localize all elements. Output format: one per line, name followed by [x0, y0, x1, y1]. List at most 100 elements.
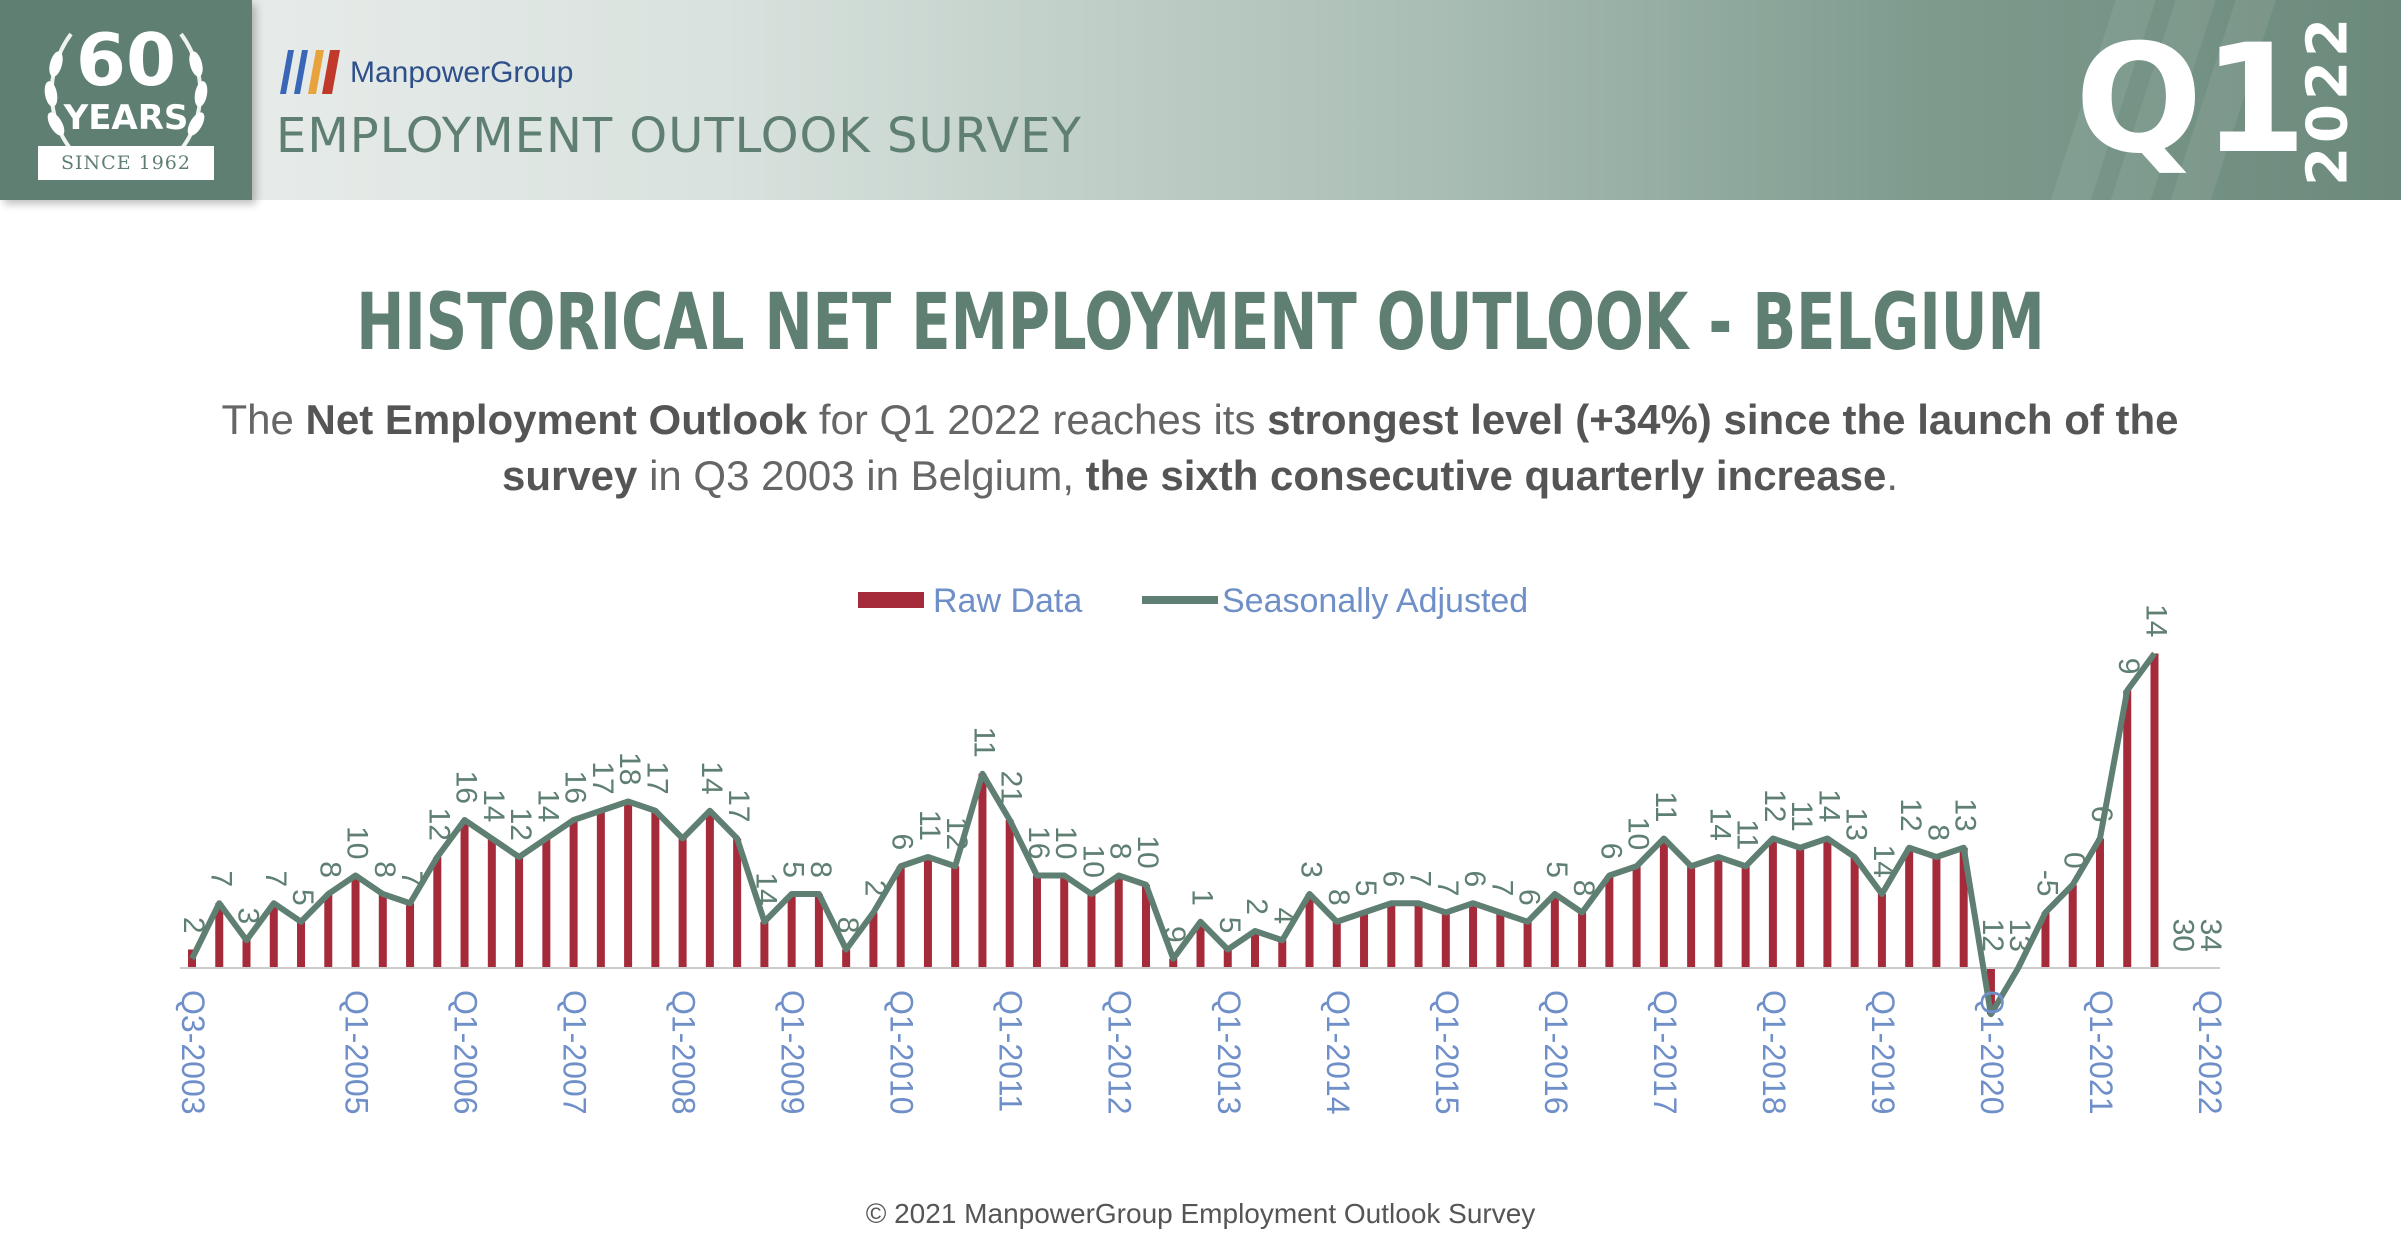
- badge-years: YEARS: [63, 98, 189, 138]
- raw-bar-Q2-2013: [1251, 931, 1260, 968]
- value-label: 11: [1785, 801, 1818, 832]
- raw-bar-Q3-2014: [1387, 903, 1396, 968]
- value-label: 12: [422, 808, 455, 841]
- quarter-label: Q1: [2075, 13, 2307, 187]
- value-label: 14: [531, 789, 564, 822]
- raw-bar-Q3-2021: [2150, 653, 2159, 968]
- raw-bar-Q4-2013: [1305, 894, 1314, 968]
- x-tick-label: Q1-2015: [1429, 990, 1465, 1115]
- value-label: 6: [1376, 871, 1409, 888]
- raw-bar-Q2-2005: [378, 894, 387, 968]
- raw-bar-Q2-2006: [487, 838, 496, 968]
- value-label: 16: [559, 771, 592, 804]
- x-tick-label: Q1-2013: [1211, 990, 1247, 1115]
- value-label: 5: [286, 889, 319, 906]
- raw-bar-Q1-2011: [1005, 820, 1014, 968]
- value-label: 12: [1894, 798, 1927, 831]
- value-label: 17: [586, 761, 619, 794]
- value-label: 9: [2112, 658, 2145, 675]
- badge-since: SINCE 1962: [61, 152, 191, 174]
- value-label: 10: [1622, 817, 1655, 850]
- subtitle-text: The: [221, 396, 306, 443]
- seasonally-adjusted-line: [189, 651, 2157, 1018]
- value-label: 11: [1731, 819, 1764, 850]
- x-tick-label: Q1-2009: [775, 990, 811, 1115]
- raw-bar-Q1-2018: [1768, 838, 1777, 968]
- value-label: 16: [450, 771, 483, 804]
- subtitle-text: for Q1 2022 reaches its: [807, 396, 1268, 443]
- brand-name: ManpowerGroup: [350, 56, 574, 89]
- x-tick-label: Q1-2008: [666, 990, 702, 1115]
- chart-legend: Raw Data Seasonally Adjusted: [858, 582, 1528, 620]
- raw-bar-Q2-2018: [1796, 847, 1805, 968]
- raw-bar-Q4-2005: [433, 857, 442, 968]
- raw-bar-Q2-2012: [1141, 884, 1150, 968]
- value-label: 6: [1594, 843, 1627, 860]
- legend-raw-swatch: [858, 592, 924, 608]
- value-label: 8: [1104, 843, 1137, 860]
- raw-bar-Q3-2018: [1823, 838, 1832, 968]
- x-tick-label: Q1-2016: [1538, 990, 1574, 1115]
- raw-bar-Q3-2004: [297, 921, 306, 968]
- value-label: 2: [177, 917, 210, 934]
- x-tick-label: Q1-2010: [884, 990, 920, 1115]
- raw-bar-Q1-2020: [1986, 968, 1995, 1015]
- value-label: 3: [232, 908, 265, 925]
- value-label: 11: [967, 727, 1000, 758]
- value-label: 12: [1976, 919, 2009, 952]
- raw-bar-Q3-2009: [842, 949, 851, 968]
- raw-bar-Q1-2019: [1877, 894, 1886, 968]
- raw-bar-Q2-2016: [1578, 912, 1587, 968]
- x-tick-label: Q1-2022: [2192, 990, 2228, 1115]
- value-label: 10: [1131, 835, 1164, 868]
- value-label: 10: [1049, 826, 1082, 859]
- value-label: 14: [1812, 789, 1845, 822]
- value-label: 8: [313, 861, 346, 878]
- raw-bar-Q3-2007: [624, 801, 633, 968]
- raw-bar-Q1-2014: [1332, 921, 1341, 968]
- badge-number: 60: [75, 18, 177, 102]
- value-label: 5: [1349, 880, 1382, 897]
- value-label: 14: [749, 872, 782, 905]
- chart-subtitle: The Net Employment Outlook for Q1 2022 r…: [150, 392, 2250, 504]
- raw-bar-Q2-2008: [705, 810, 714, 968]
- value-label: 1: [1186, 889, 1219, 906]
- raw-bar-Q2-2017: [1687, 866, 1696, 968]
- raw-bar-Q3-2020: [2041, 912, 2050, 968]
- legend-raw-label: Raw Data: [933, 582, 1082, 620]
- value-label: 7: [259, 871, 292, 888]
- subtitle-text: in Q3 2003 in Belgium,: [637, 452, 1086, 499]
- badge-ribbon: [38, 146, 214, 180]
- raw-bar-Q1-2021: [2095, 838, 2104, 968]
- raw-bar-Q4-2017: [1741, 866, 1750, 968]
- raw-bar-Q1-2008: [678, 838, 687, 968]
- value-label: 14: [1703, 808, 1736, 841]
- x-tick-label: Q3-2003: [175, 990, 211, 1115]
- raw-bar-Q4-2009: [869, 912, 878, 968]
- subtitle-bold: Net Employment Outlook: [305, 396, 808, 443]
- value-label: 30: [2167, 919, 2200, 952]
- subtitle-text: .: [1886, 452, 1899, 499]
- value-label: 4: [1267, 908, 1300, 925]
- x-tick-label: Q1-2020: [1974, 990, 2010, 1115]
- raw-bar-Q4-2016: [1632, 866, 1641, 968]
- raw-bar-Q4-2012: [1196, 921, 1205, 968]
- raw-bar-Q1-2006: [460, 820, 469, 968]
- raw-bar-Q2-2015: [1469, 903, 1478, 968]
- raw-bar-Q2-2021: [2123, 690, 2132, 968]
- value-label: 14: [2139, 604, 2172, 637]
- raw-bar-Q4-2018: [1850, 857, 1859, 968]
- raw-bar-Q2-2007: [596, 810, 605, 968]
- value-label: 8: [1921, 824, 1954, 841]
- raw-bar-Q4-2014: [1414, 903, 1423, 968]
- value-label: 5: [1540, 861, 1573, 878]
- value-label: 7: [1404, 871, 1437, 888]
- value-label: 7: [204, 871, 237, 888]
- employment-outlook-chart: Raw Data Seasonally Adjusted 27375810871…: [175, 582, 2228, 1115]
- value-label: 9: [1158, 926, 1191, 943]
- subtitle-bold: the sixth consecutive quarterly increase: [1085, 452, 1887, 499]
- value-label: 11: [913, 810, 946, 841]
- raw-bar-Q3-2012: [1169, 958, 1178, 968]
- value-label: 7: [395, 871, 428, 888]
- value-label: 13: [1840, 808, 1873, 841]
